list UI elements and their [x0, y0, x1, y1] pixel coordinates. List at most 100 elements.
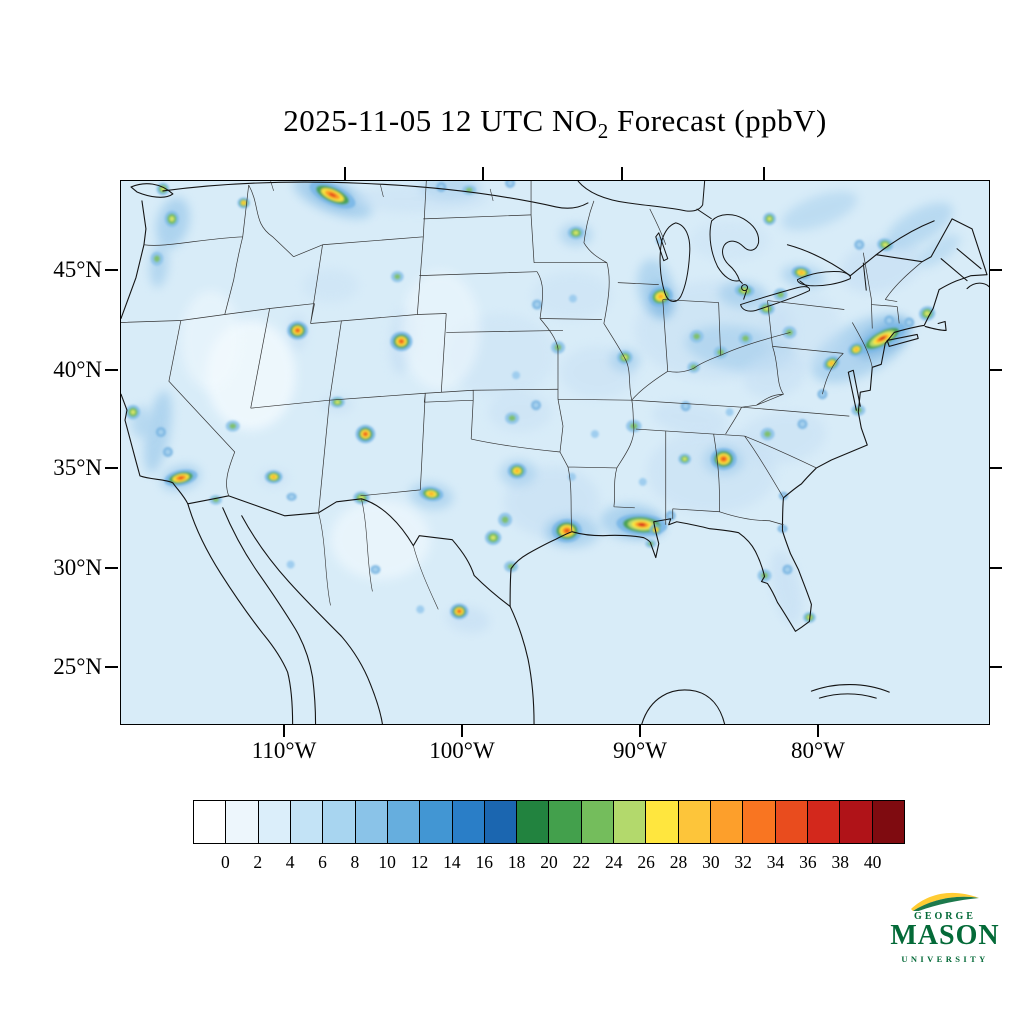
cuba-coast	[810, 683, 890, 699]
ottawa-river	[786, 244, 851, 277]
no2-hotspot-ring	[399, 339, 404, 343]
no2-hotspot-ring	[490, 535, 496, 540]
no2-hotspot-ring	[764, 430, 772, 438]
no2-hotspot	[854, 239, 865, 250]
lakes-layer	[577, 181, 867, 312]
colorbar-tick-label: 34	[766, 852, 785, 872]
colorbar	[193, 800, 905, 844]
logo-text-university: UNIVERSITY	[901, 953, 989, 964]
no2-hotspot	[419, 486, 444, 502]
colorbar-cell	[323, 801, 356, 843]
no2-hotspot-ring	[169, 216, 175, 222]
no2-hotspot	[390, 331, 413, 352]
colorbar-cell	[420, 801, 453, 843]
no2-hotspot	[462, 185, 477, 195]
colorbar-tick-label: 20	[540, 852, 558, 872]
colorbar-cell	[387, 801, 421, 843]
colorbar-tick-label: 38	[831, 852, 850, 872]
colorbar-tick-label: 22	[572, 852, 591, 872]
no2-hotspot	[817, 389, 828, 400]
lake-st-clair	[741, 284, 749, 292]
colorbar-cell	[678, 801, 711, 843]
no2-hotspot	[725, 408, 734, 417]
california-coast	[121, 393, 189, 505]
lat-tick-label: 35°N	[53, 455, 102, 480]
colorbar-tick-label: 40	[863, 852, 882, 872]
lat-tick-label: 40°N	[53, 357, 102, 382]
no2-hotspot-ring	[165, 449, 171, 455]
no2-hotspot-ring	[564, 528, 570, 533]
no2-hotspot	[904, 317, 915, 328]
no2-hotspot-ring	[178, 476, 184, 480]
no2-hotspot-ring	[878, 336, 886, 341]
no2-hotspot-ring	[130, 409, 136, 415]
sonora-coast	[241, 515, 383, 724]
yucatan-coast	[641, 689, 726, 724]
lat-tick-right	[989, 369, 1002, 371]
colorbar-tick-label: 0	[220, 852, 230, 872]
no2-hotspot	[150, 251, 164, 266]
lon-tick-top	[621, 167, 623, 180]
no2-hotspot	[710, 447, 737, 470]
lake-huron	[709, 214, 760, 282]
long-island	[886, 333, 919, 347]
lat-tick-label: 45°N	[53, 257, 102, 282]
colorbar-cell	[646, 801, 679, 843]
no2-plume-wash	[330, 499, 431, 580]
lake-erie	[740, 286, 811, 312]
niagara-river	[799, 280, 808, 288]
no2-hotspot	[680, 401, 691, 412]
no2-hotspot-ring	[229, 423, 237, 429]
no2-hotspot-ring	[328, 192, 337, 198]
no2-hotspot	[859, 323, 906, 353]
no2-hotspot	[567, 226, 585, 240]
lon-tick-label: 80°W	[791, 738, 845, 763]
no2-wash-layer	[130, 181, 961, 633]
no2-hotspot	[823, 356, 840, 371]
no2-hotspot	[738, 332, 753, 345]
no2-hotspot-ring	[501, 516, 509, 524]
colorbar-cell	[226, 801, 259, 843]
colorbar-tick-label: 24	[604, 852, 623, 872]
no2-hotspot	[760, 427, 775, 441]
canada-province-lines	[270, 181, 494, 201]
colorbar-tick-label: 6	[318, 852, 327, 872]
no2-hotspot	[616, 514, 668, 536]
colorbar-tick-label: 12	[410, 852, 429, 872]
lon-tick-top	[763, 167, 765, 180]
colorbar-tick-label: 18	[507, 852, 526, 872]
colorbar-tick-label: 36	[799, 852, 817, 872]
no2-plume-wash	[652, 401, 728, 435]
no2-hotspot-ring	[693, 333, 701, 340]
no2-hotspot-ring	[416, 605, 425, 614]
colorbar-cell	[775, 801, 808, 843]
lon-tick-bottom	[283, 724, 285, 737]
no2-hotspot	[416, 605, 425, 614]
lat-tick-right	[989, 567, 1002, 569]
no2-hotspot-ring	[856, 242, 862, 248]
no2-hotspot-ring	[533, 402, 539, 408]
colorbar-tick-label: 14	[443, 852, 461, 872]
colorbar-tick-label: 4	[285, 852, 295, 872]
no2-hotspot	[665, 510, 676, 521]
no2-plume-wash	[689, 220, 770, 261]
no2-hotspot	[391, 271, 404, 283]
no2-hotspot	[678, 453, 691, 465]
colorbar-tick-label: 16	[475, 852, 494, 872]
no2-hotspot	[919, 306, 936, 321]
no2-hotspot-ring	[668, 513, 674, 519]
colorbar-cell	[581, 801, 615, 843]
no2-hotspot	[512, 371, 521, 380]
title-subscript: 2	[597, 119, 609, 144]
lat-tick-left	[105, 269, 118, 271]
no2-hotspot-ring	[590, 430, 599, 439]
lon-tick-bottom	[639, 724, 641, 737]
nova-scotia-coast	[940, 248, 989, 290]
no2-hotspot-ring	[886, 317, 892, 323]
colorbar-cell	[452, 801, 485, 843]
no2-plume-wash	[488, 392, 553, 433]
no2-hotspot-ring	[683, 403, 689, 409]
colorbar-tick-label: 26	[637, 852, 655, 872]
colorbar-tick-label: 28	[669, 852, 688, 872]
colorbar-cell	[840, 801, 873, 843]
